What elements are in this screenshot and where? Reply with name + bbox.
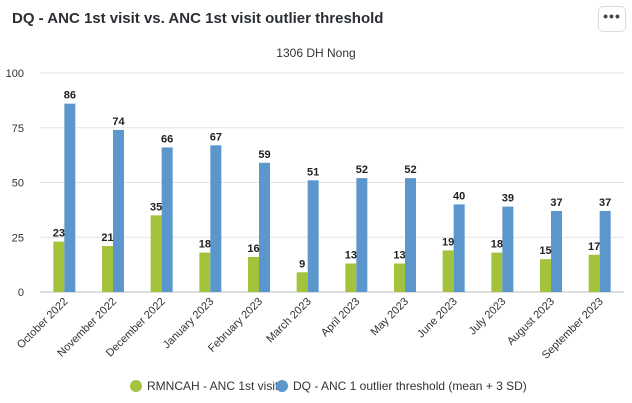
y-tick-label: 75 (12, 123, 24, 135)
bar (161, 147, 173, 292)
legend-label: DQ - ANC 1 outlier threshold (mean + 3 S… (293, 379, 527, 393)
x-tick-label: May 2023 (368, 296, 411, 339)
bar (64, 103, 76, 292)
data-label: 18 (199, 239, 211, 251)
bar (210, 145, 222, 292)
data-label: 16 (247, 243, 259, 255)
bar (453, 204, 465, 292)
data-label: 15 (539, 245, 551, 257)
legend-marker (276, 380, 288, 392)
data-label: 19 (442, 236, 454, 248)
y-tick-label: 50 (12, 178, 24, 190)
bar (150, 215, 162, 292)
data-label: 66 (161, 133, 173, 145)
gridlines (40, 72, 624, 293)
data-label: 67 (210, 131, 222, 143)
legend: RMNCAH - ANC 1st visit DQ - ANC 1 outlier… (130, 379, 527, 393)
bar (53, 241, 65, 292)
bar (199, 252, 211, 292)
bar (442, 250, 454, 292)
bar (307, 180, 319, 292)
bar (405, 178, 416, 292)
y-tick-label: 100 (6, 68, 24, 80)
data-label: 40 (453, 190, 465, 202)
data-label: 37 (599, 197, 611, 209)
data-label: 52 (356, 164, 368, 176)
data-label: 51 (307, 166, 319, 178)
bar (248, 256, 259, 292)
data-label: 18 (491, 239, 503, 251)
x-tick-label: April 2023 (319, 296, 363, 340)
bars (53, 103, 611, 292)
data-label: 13 (345, 250, 357, 262)
data-label: 13 (393, 250, 405, 262)
bar (296, 272, 308, 292)
data-label: 37 (550, 197, 562, 209)
data-label: 23 (53, 228, 65, 240)
bar (259, 162, 270, 292)
chart-subtitle: 1306 DH Nong (276, 46, 355, 60)
data-label: 59 (258, 149, 270, 161)
bar (394, 263, 405, 292)
bar (345, 263, 357, 292)
ellipsis-icon: ••• (603, 8, 621, 24)
data-label: 35 (150, 201, 162, 213)
bar (502, 206, 514, 292)
bar (540, 259, 551, 292)
data-labels: 23 86 21 74 35 66 18 67 16 59 9 51 13 52 13 52 19 40 18 39 1… (53, 90, 612, 271)
bar (599, 210, 611, 292)
x-tick-label: June 2023 (415, 296, 460, 341)
x-tick-label: March 2023 (264, 296, 314, 346)
bar (356, 178, 368, 292)
y-tick-label: 25 (12, 232, 24, 244)
data-label: 21 (101, 232, 113, 244)
chart-title: DQ - ANC 1st visit vs. ANC 1st visit out… (12, 10, 384, 27)
chart-menu-button[interactable]: ••• (598, 6, 626, 32)
legend-label: RMNCAH - ANC 1st visit (147, 379, 279, 393)
data-label: 74 (112, 116, 125, 128)
data-label: 39 (502, 193, 514, 205)
bar (113, 129, 124, 292)
bar (588, 254, 600, 292)
bar (491, 252, 503, 292)
data-label: 52 (404, 164, 416, 176)
data-label: 9 (299, 258, 305, 270)
bar (551, 210, 562, 292)
data-label: 86 (64, 90, 76, 102)
x-tick-label: July 2023 (467, 296, 509, 338)
legend-marker (130, 380, 142, 392)
x-tick-label: August 2023 (505, 296, 557, 348)
data-label: 17 (588, 241, 600, 253)
legend-item[interactable]: DQ - ANC 1 outlier threshold (mean + 3 S… (276, 379, 527, 393)
bar (102, 246, 113, 292)
y-axis: 0 25 50 75 100 (6, 68, 24, 299)
y-tick-label: 0 (18, 287, 24, 299)
legend-item[interactable]: RMNCAH - ANC 1st visit (130, 379, 279, 393)
